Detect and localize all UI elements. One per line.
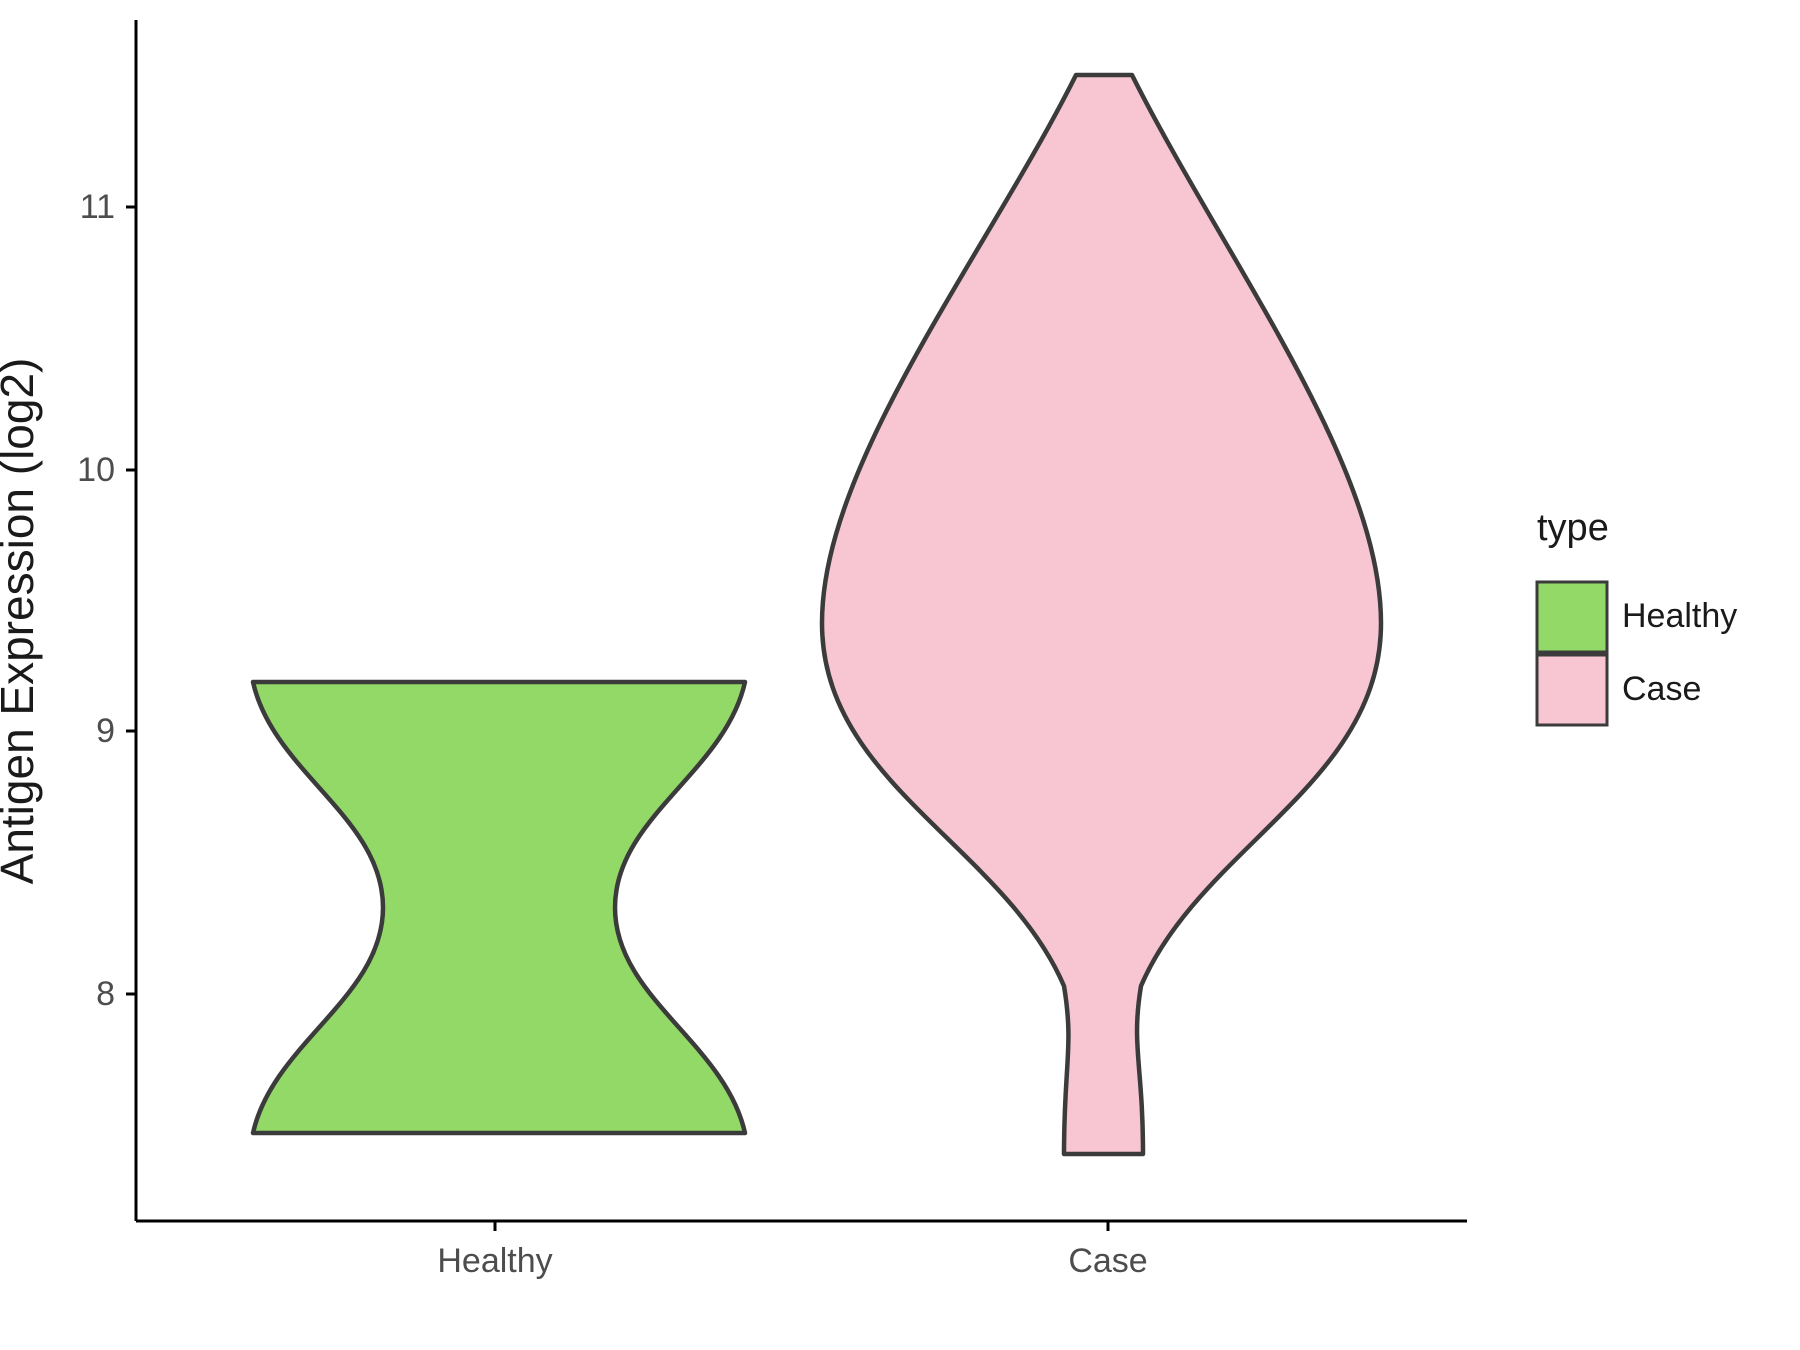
svg-text:Case: Case bbox=[1068, 1242, 1147, 1280]
svg-text:11: 11 bbox=[80, 188, 115, 226]
svg-text:Healthy: Healthy bbox=[437, 1242, 552, 1280]
svg-text:type: type bbox=[1537, 507, 1609, 549]
svg-text:9: 9 bbox=[96, 712, 115, 750]
svg-text:8: 8 bbox=[96, 975, 115, 1013]
svg-text:Healthy: Healthy bbox=[1622, 597, 1737, 635]
svg-text:Case: Case bbox=[1622, 670, 1701, 708]
svg-text:10: 10 bbox=[77, 451, 115, 489]
svg-text:Antigen Expression (log2): Antigen Expression (log2) bbox=[0, 358, 43, 885]
